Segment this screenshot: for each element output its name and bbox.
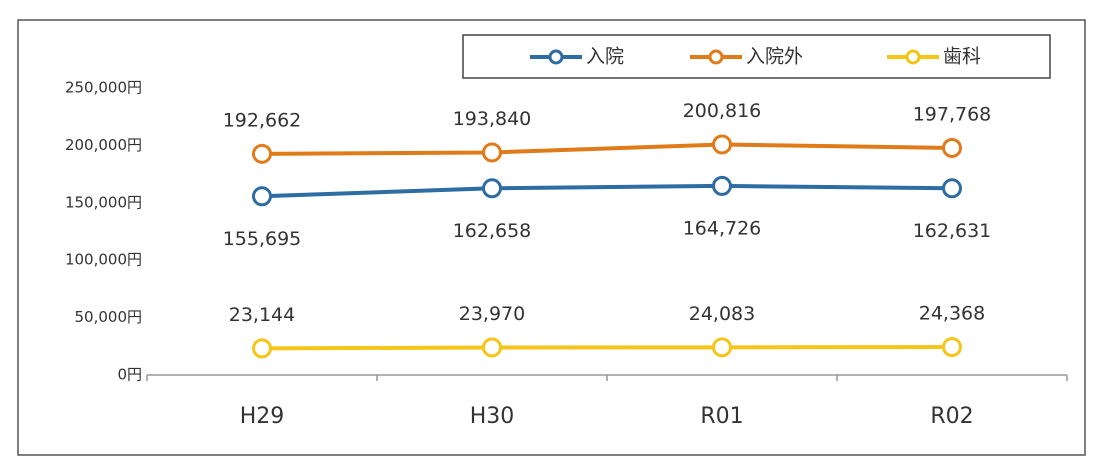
legend-marker — [905, 49, 921, 65]
point-marker — [712, 337, 732, 358]
x-tick-label: H30 — [470, 404, 515, 429]
y-tick-label: 50,000円 — [75, 308, 143, 326]
data-label: 23,144 — [229, 304, 295, 326]
point-marker — [252, 143, 272, 164]
legend-marker — [708, 49, 724, 65]
data-label: 155,695 — [223, 228, 302, 250]
point-marker — [252, 338, 272, 359]
point-marker — [482, 178, 502, 199]
data-label: 192,662 — [223, 109, 302, 131]
data-label: 197,768 — [913, 103, 992, 125]
data-label: 162,658 — [453, 220, 532, 242]
data-label: 193,840 — [453, 108, 532, 130]
point-marker — [712, 134, 732, 155]
series-line — [261, 183, 953, 199]
y-tick-label: 100,000円 — [65, 251, 142, 269]
chart-border — [17, 19, 1086, 456]
point-marker — [942, 337, 962, 358]
legend-label: 歯科 — [943, 46, 981, 68]
series-line — [261, 345, 953, 351]
y-tick-label: 0円 — [117, 366, 142, 384]
point-marker — [712, 175, 732, 196]
data-label: 164,726 — [683, 217, 762, 239]
point-marker — [942, 137, 962, 158]
y-tick-label: 250,000円 — [65, 79, 142, 97]
legend-label: 入院 — [586, 46, 624, 68]
data-label: 200,816 — [683, 100, 762, 122]
data-label: 24,083 — [689, 303, 755, 325]
legend-label: 入院外 — [746, 46, 803, 68]
data-label: 24,368 — [919, 303, 985, 325]
point-marker — [482, 142, 502, 163]
point-marker — [482, 337, 502, 358]
series-line — [261, 142, 953, 156]
y-tick-label: 200,000円 — [65, 136, 142, 154]
legend-marker — [548, 49, 564, 65]
data-label: 23,970 — [459, 303, 525, 325]
point-marker — [252, 186, 272, 207]
x-tick-label: R02 — [930, 404, 973, 429]
data-label: 162,631 — [913, 220, 992, 242]
point-marker — [942, 178, 962, 199]
y-tick-label: 150,000円 — [65, 193, 142, 211]
x-tick-label: H29 — [240, 404, 285, 429]
x-tick-label: R01 — [700, 404, 743, 429]
